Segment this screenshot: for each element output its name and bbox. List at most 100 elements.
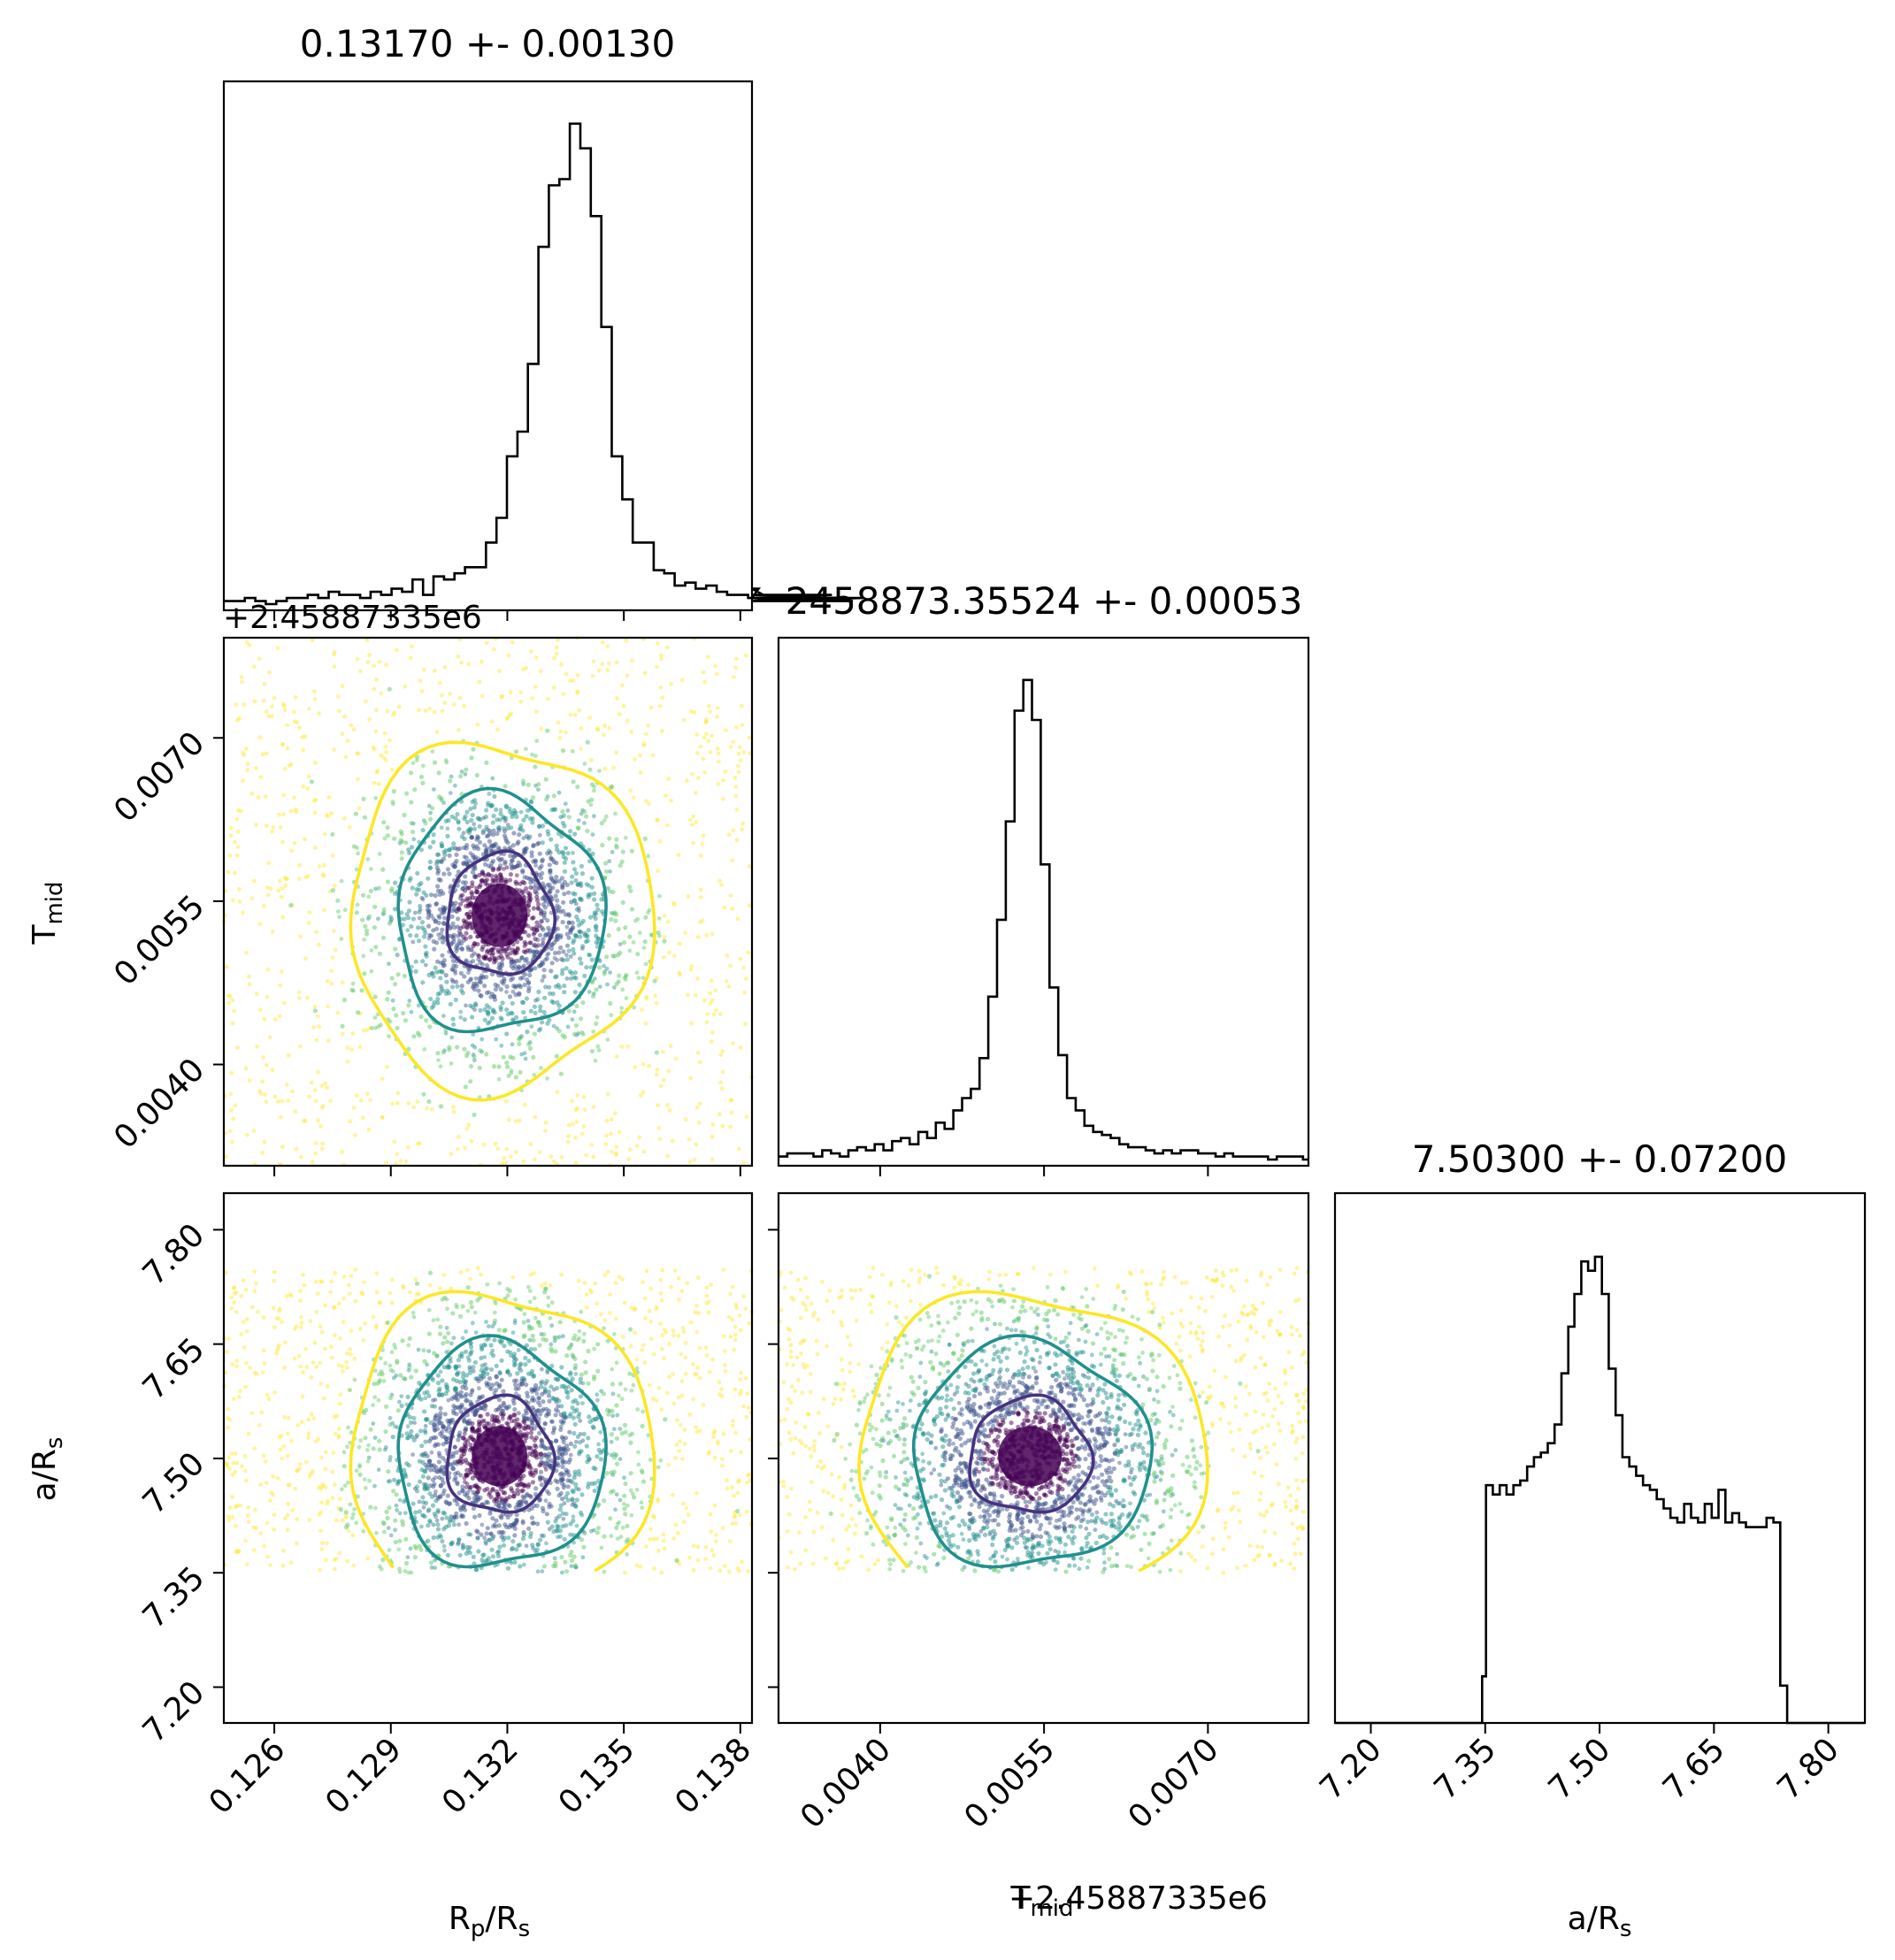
scatter-point bbox=[535, 906, 541, 911]
scatter-point bbox=[366, 1127, 372, 1132]
scatter-point bbox=[226, 1518, 232, 1522]
scatter-point bbox=[562, 869, 568, 874]
scatter-point bbox=[453, 815, 458, 821]
scatter-point bbox=[389, 1300, 395, 1305]
scatter-point bbox=[634, 1488, 640, 1492]
scatter-point bbox=[539, 863, 544, 869]
scatter-point bbox=[244, 1328, 249, 1334]
scatter-point bbox=[474, 885, 480, 891]
scatter-point bbox=[226, 1336, 232, 1341]
scatter-point bbox=[512, 1559, 518, 1565]
scatter-point bbox=[258, 1091, 264, 1096]
scatter-point bbox=[400, 1338, 405, 1344]
scatter-point bbox=[488, 845, 494, 851]
scatter-point bbox=[476, 1266, 480, 1271]
scatter-point bbox=[340, 1364, 345, 1369]
scatter-point bbox=[364, 1091, 370, 1096]
scatter-point bbox=[299, 1420, 304, 1425]
scatter-point bbox=[275, 1348, 280, 1352]
scatter-point bbox=[422, 1428, 427, 1434]
scatter-point bbox=[313, 1099, 318, 1104]
scatter-point bbox=[582, 930, 587, 936]
scatter-point bbox=[499, 694, 504, 700]
scatter-point bbox=[676, 1531, 680, 1535]
scatter-point bbox=[609, 1117, 614, 1122]
scatter-point bbox=[520, 868, 526, 873]
scatter-point bbox=[477, 1386, 481, 1391]
scatter-point bbox=[420, 1474, 426, 1479]
scatter-point bbox=[523, 1056, 528, 1061]
scatter-point bbox=[225, 1464, 230, 1469]
scatter-point bbox=[229, 1140, 234, 1145]
scatter-point bbox=[271, 1305, 276, 1311]
scatter-point bbox=[311, 1025, 316, 1030]
scatter-point bbox=[572, 899, 577, 904]
scatter-point bbox=[577, 896, 583, 901]
scatter-point bbox=[608, 970, 612, 975]
scatter-point bbox=[560, 1570, 564, 1575]
scatter-point bbox=[579, 726, 584, 731]
scatter-point bbox=[348, 1388, 352, 1393]
scatter-point bbox=[477, 823, 482, 829]
scatter-point bbox=[482, 843, 487, 848]
scatter-point bbox=[704, 932, 710, 938]
scatter-point bbox=[406, 847, 411, 853]
scatter-point bbox=[512, 960, 518, 965]
scatter-point bbox=[510, 1330, 516, 1335]
scatter-point bbox=[417, 1140, 422, 1145]
scatter-point bbox=[441, 1050, 446, 1055]
scatter-point bbox=[625, 718, 630, 724]
scatter-point bbox=[747, 903, 752, 908]
scatter-point bbox=[576, 923, 582, 928]
scatter-point bbox=[476, 1549, 481, 1554]
scatter-point bbox=[657, 703, 663, 708]
scatter-point bbox=[294, 809, 299, 815]
scatter-point bbox=[541, 1336, 546, 1342]
scatter-point bbox=[570, 1558, 575, 1563]
scatter-point bbox=[614, 837, 619, 842]
scatter-point bbox=[634, 1357, 640, 1362]
scatter-point bbox=[363, 1486, 368, 1490]
scatter-point bbox=[553, 975, 558, 980]
scatter-point bbox=[433, 901, 439, 907]
scatter-point bbox=[706, 1310, 711, 1315]
scatter-point bbox=[371, 1403, 375, 1408]
scatter-point bbox=[661, 1049, 665, 1054]
scatter-point bbox=[584, 1443, 589, 1449]
scatter-point bbox=[533, 863, 538, 868]
scatter-point bbox=[517, 983, 522, 988]
scatter-point bbox=[654, 1398, 659, 1403]
scatter-point bbox=[465, 915, 472, 921]
scatter-point bbox=[694, 1425, 698, 1430]
scatter-point bbox=[618, 1427, 623, 1431]
scatter-point bbox=[599, 821, 604, 826]
scatter-point bbox=[684, 778, 689, 784]
scatter-point bbox=[455, 984, 460, 989]
scatter-point bbox=[730, 1284, 735, 1290]
scatter-point bbox=[323, 1346, 327, 1351]
scatter-point bbox=[529, 1024, 534, 1029]
scatter-point bbox=[601, 1391, 607, 1397]
scatter-point bbox=[401, 1283, 406, 1289]
scatter-point bbox=[426, 876, 431, 881]
scatter-point bbox=[518, 976, 524, 981]
scatter-point bbox=[558, 1427, 564, 1432]
scatter-point bbox=[283, 1340, 288, 1345]
scatter-point bbox=[596, 936, 602, 941]
scatter-point bbox=[266, 714, 272, 719]
scatter-point bbox=[595, 1014, 600, 1020]
scatter-point bbox=[384, 1404, 389, 1409]
scatter-point bbox=[472, 1058, 477, 1063]
scatter-point bbox=[723, 769, 728, 774]
scatter-point bbox=[528, 1142, 533, 1147]
scatter-point bbox=[662, 935, 667, 939]
scatter-point bbox=[495, 947, 501, 953]
scatter-point bbox=[521, 1320, 526, 1325]
scatter-point bbox=[436, 932, 441, 938]
scatter-point bbox=[450, 958, 456, 963]
scatter-point bbox=[722, 1564, 727, 1568]
scatter-point bbox=[240, 1464, 244, 1469]
scatter-point bbox=[687, 1160, 693, 1164]
scatter-point bbox=[449, 1035, 455, 1040]
scatter-point bbox=[322, 862, 326, 868]
